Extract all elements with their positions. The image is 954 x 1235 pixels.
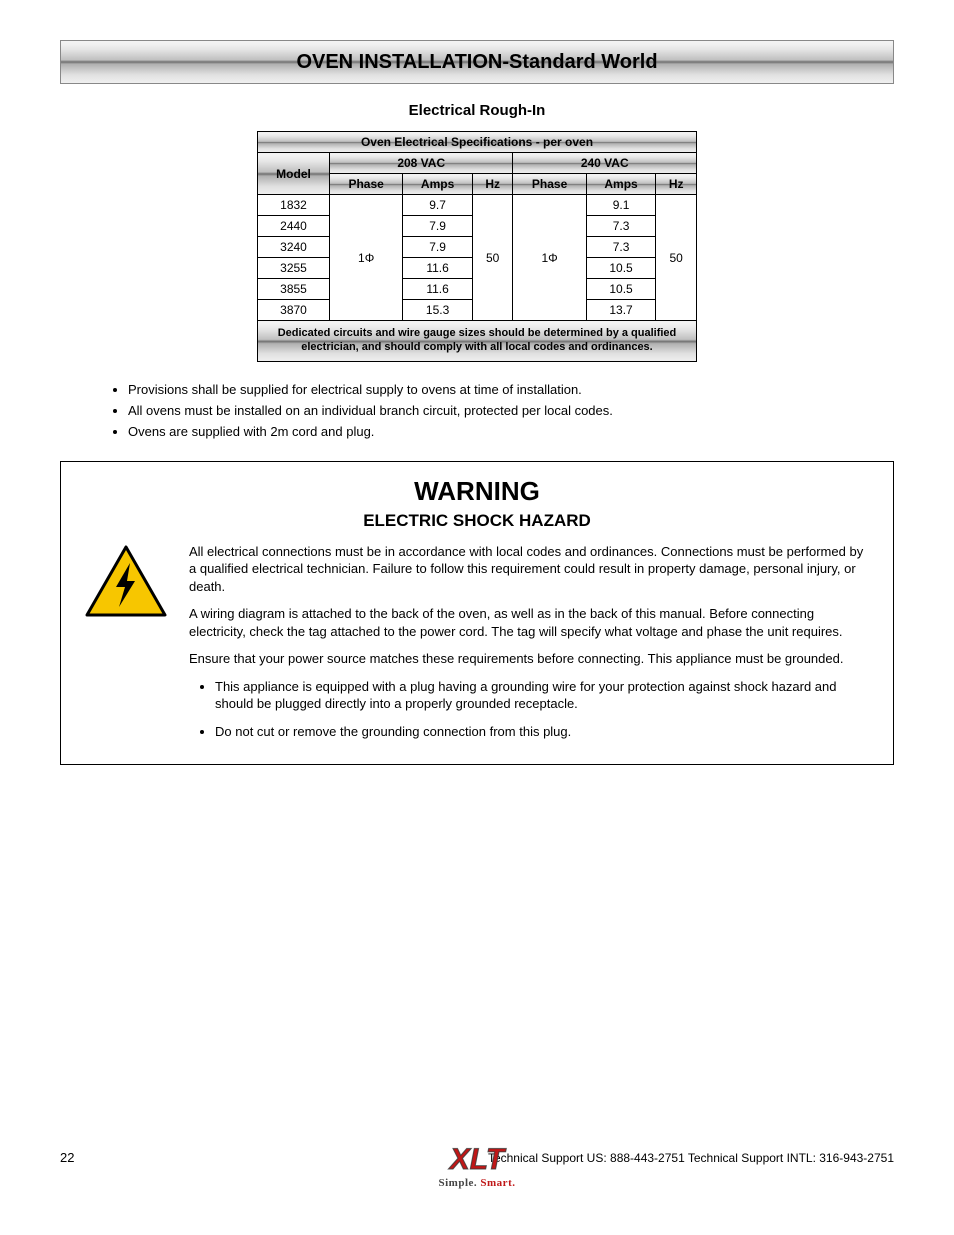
warning-box: WARNING ELECTRIC SHOCK HAZARD All electr… [60,461,894,766]
cell-phase-a: 1Φ [330,195,403,321]
tagline-dark: Simple. [439,1177,478,1189]
cell-amps-a: 9.7 [403,195,473,216]
table-row: 1832 1Φ 9.7 50 1Φ 9.1 50 [258,195,697,216]
col-208vac: 208 VAC [330,153,513,174]
list-item: All ovens must be installed on an indivi… [128,403,894,418]
table-footnote: Dedicated circuits and wire gauge sizes … [258,321,697,362]
list-item: Ovens are supplied with 2m cord and plug… [128,424,894,439]
table-title: Oven Electrical Specifications - per ove… [258,132,697,153]
page-header-title: OVEN INSTALLATION-Standard World [296,51,657,74]
rough-in-bullets: Provisions shall be supplied for electri… [60,382,894,439]
warning-p1: All electrical connections must be in ac… [189,543,873,596]
col-hz-b: Hz [656,174,697,195]
col-phase-b: Phase [513,174,586,195]
xlt-logo-icon: XLT XLT [429,1139,525,1179]
col-240vac: 240 VAC [513,153,697,174]
col-model: Model [258,153,330,195]
cell-amps-b: 7.3 [586,216,656,237]
list-item: Provisions shall be supplied for electri… [128,382,894,397]
cell-amps-b: 7.3 [586,237,656,258]
warning-title: WARNING [81,476,873,507]
tagline-red: Smart. [480,1177,515,1189]
cell-amps-a: 7.9 [403,237,473,258]
shock-hazard-icon [81,543,171,621]
cell-model: 1832 [258,195,330,216]
cell-model: 3870 [258,300,330,321]
cell-amps-a: 11.6 [403,258,473,279]
cell-hz-b: 50 [656,195,697,321]
cell-amps-a: 11.6 [403,279,473,300]
col-amps-b: Amps [586,174,656,195]
cell-model: 3255 [258,258,330,279]
warning-p2: A wiring diagram is attached to the back… [189,605,873,640]
cell-phase-b: 1Φ [513,195,586,321]
section-subtitle: Electrical Rough-In [60,102,894,119]
cell-amps-b: 10.5 [586,258,656,279]
warning-li2: Do not cut or remove the grounding conne… [215,723,873,741]
cell-amps-b: 10.5 [586,279,656,300]
cell-hz-a: 50 [472,195,513,321]
page-header-bar: OVEN INSTALLATION-Standard World [60,40,894,84]
col-amps-a: Amps [403,174,473,195]
cell-amps-a: 7.9 [403,216,473,237]
spec-table: Oven Electrical Specifications - per ove… [257,131,697,362]
warning-li1: This appliance is equipped with a plug h… [215,678,873,713]
svg-text:XLT: XLT [448,1143,507,1176]
cell-model: 2440 [258,216,330,237]
warning-subtitle: ELECTRIC SHOCK HAZARD [81,511,873,531]
warning-text: All electrical connections must be in ac… [189,543,873,751]
col-hz-a: Hz [472,174,513,195]
cell-amps-b: 13.7 [586,300,656,321]
logo-tagline: Simple. Smart. [439,1177,516,1189]
cell-model: 3855 [258,279,330,300]
cell-model: 3240 [258,237,330,258]
footer-logo: XLT XLT Simple. Smart. [0,1139,954,1189]
spec-table-container: Oven Electrical Specifications - per ove… [60,131,894,362]
cell-amps-b: 9.1 [586,195,656,216]
col-phase-a: Phase [330,174,403,195]
cell-amps-a: 15.3 [403,300,473,321]
warning-p3: Ensure that your power source matches th… [189,650,873,668]
